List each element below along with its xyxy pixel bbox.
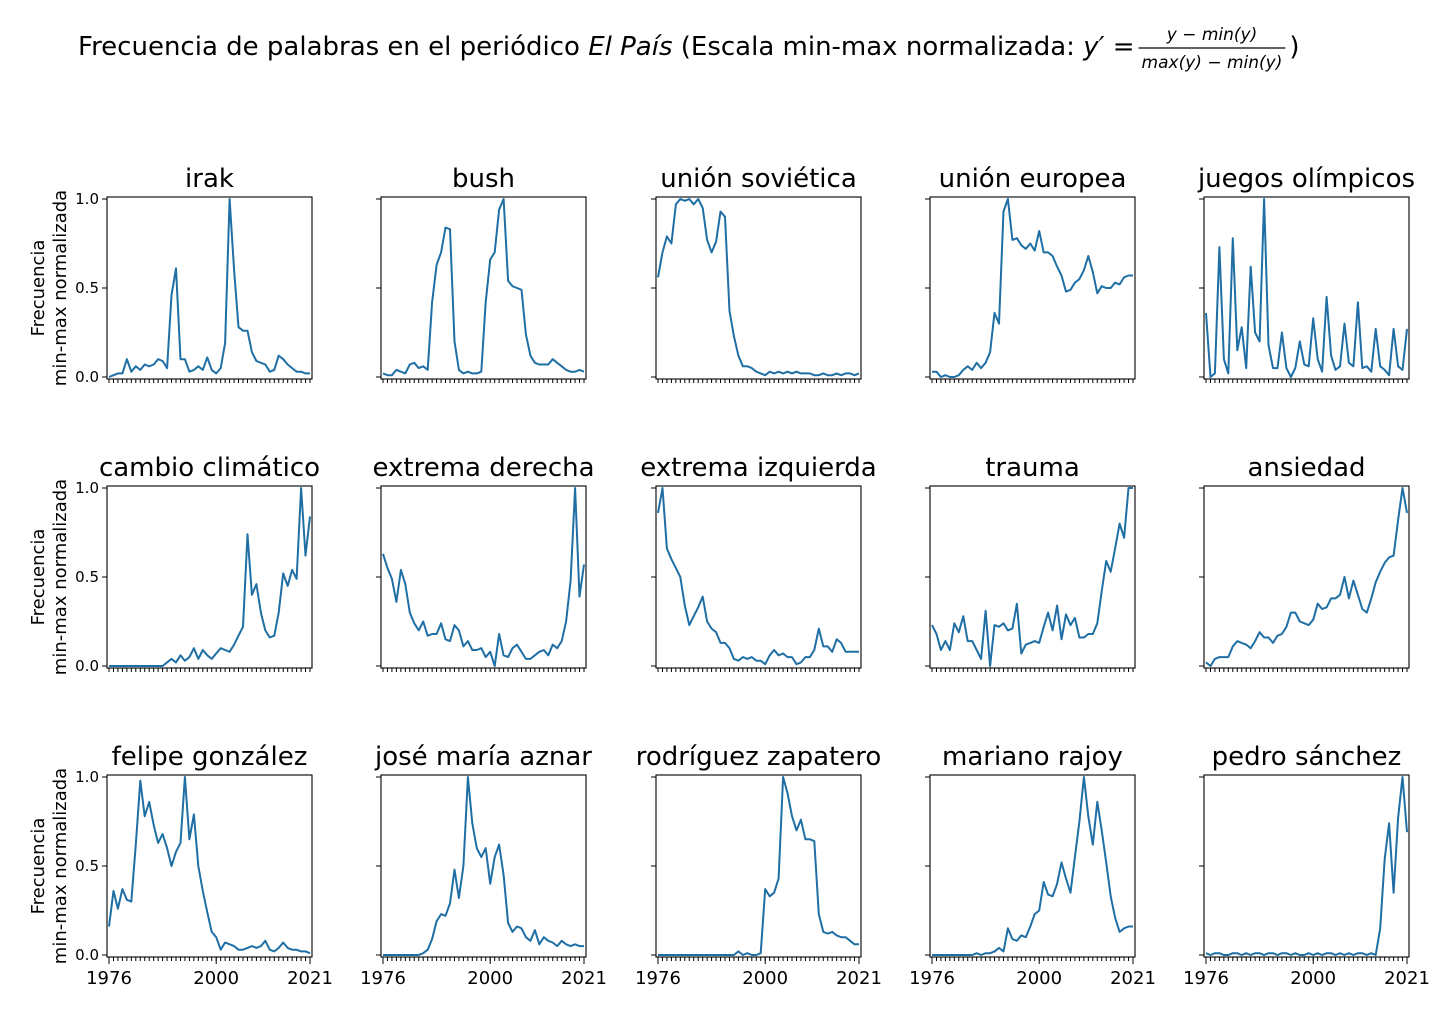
panel-11: felipe gonzález 0.0 0.5 1.0 1976 2000 2021 Frec… (28, 742, 333, 989)
series-line-irak (108, 198, 310, 378)
x-tick-label: 1976 (1183, 968, 1229, 989)
figure-title-text: Frecuencia de palabras en el periódico E… (78, 32, 1135, 62)
x-tick-label: 2000 (467, 968, 513, 989)
axes-frame (655, 774, 862, 958)
series-line-ansiedad (1205, 487, 1408, 667)
x-tick-label: 2000 (1290, 968, 1336, 989)
series-line-bush (382, 198, 585, 377)
panel-title: felipe gonzález (112, 742, 308, 772)
panel-12: josé maría aznar 1976 2000 2021 (360, 742, 607, 989)
series-line-felipe-gonzález (108, 776, 311, 955)
axes-frame (380, 485, 587, 669)
panel-8: extrema izquierda (640, 453, 877, 672)
panel-title: mariano rajoy (942, 742, 1123, 772)
axes-frame (380, 774, 587, 958)
panel-4: unión europea (925, 164, 1136, 383)
series-line-cambio-climático (109, 487, 311, 667)
series-line-mariano-rajoy (932, 776, 1133, 956)
panel-title: extrema derecha (372, 453, 594, 483)
x-tick-label: 2021 (836, 968, 882, 989)
formula-denominator: max(y) − min(y) (1142, 53, 1283, 73)
panel-title: trauma (985, 453, 1080, 483)
x-tick-label: 2000 (193, 968, 239, 989)
panel-title: unión europea (939, 164, 1127, 194)
x-tick-label: 2000 (1016, 968, 1062, 989)
axes-frame (1203, 774, 1410, 958)
figure-title: Frecuencia de palabras en el periódico E… (78, 25, 1300, 73)
y-tick-label: 0.0 (75, 657, 99, 675)
title-middle: (Escala min-max normalizada: (672, 32, 1083, 62)
series-line-juegos-olímpicos (1205, 198, 1408, 378)
axes-frame (106, 485, 313, 669)
series-line-unión-soviética (657, 198, 860, 377)
x-tick-label: 2021 (287, 968, 333, 989)
panel-13: rodríguez zapatero 1976 2000 2021 (635, 742, 882, 989)
x-tick-label: 1976 (909, 968, 955, 989)
panel-title: cambio climático (99, 453, 320, 483)
panel-14: mariano rajoy 1976 2000 2021 (909, 742, 1156, 989)
x-tick-label: 2000 (742, 968, 788, 989)
y-axis-label: Frecuenciamin-max normalizada (28, 479, 71, 675)
title-prefix: Frecuencia de palabras en el periódico (78, 32, 588, 62)
x-tick-label: 1976 (360, 968, 406, 989)
axes-frame (655, 485, 862, 669)
panel-6: cambio climático 0.0 0.5 1.0Frecuenciamin-m… (28, 453, 320, 675)
panel-title: juegos olímpicos (1197, 164, 1415, 194)
title-suffix: ) (1289, 32, 1299, 62)
x-tick-label: 1976 (86, 968, 132, 989)
panel-title: rodríguez zapatero (636, 742, 882, 772)
panel-5: juegos olímpicos (1197, 164, 1415, 383)
panel-title: pedro sánchez (1212, 742, 1402, 772)
panel-15: pedro sánchez 1976 2000 2021 (1183, 742, 1430, 989)
x-tick-label: 2021 (1384, 968, 1430, 989)
y-tick-label: 0.5 (75, 279, 99, 297)
y-tick-label: 0.0 (75, 946, 99, 964)
panel-2: bush (376, 164, 587, 383)
panel-title: extrema izquierda (640, 453, 877, 483)
axes-frame (106, 196, 313, 380)
axes-frame (106, 774, 313, 958)
y-axis-label: Frecuenciamin-max normalizada (28, 190, 71, 386)
series-line-rodríguez-zapatero (658, 776, 859, 956)
series-line-josé-maría-aznar (383, 776, 584, 956)
series-line-extrema-izquierda (657, 487, 859, 666)
y-tick-label: 0.0 (75, 368, 99, 386)
panel-title: ansiedad (1247, 453, 1365, 483)
panel-title: bush (452, 164, 515, 194)
panel-title: josé maría aznar (374, 742, 592, 772)
y-tick-label: 1.0 (75, 479, 99, 497)
panel-7: extrema derecha (372, 453, 595, 672)
x-tick-label: 2021 (1110, 968, 1156, 989)
panel-9: trauma (925, 453, 1136, 672)
title-italic: El País (588, 32, 672, 62)
series-line-unión-europea (932, 198, 1133, 378)
title-formula-lhs: y′ = (1082, 32, 1134, 62)
series-line-extrema-derecha (382, 487, 585, 667)
series-line-pedro-sánchez (1205, 776, 1408, 956)
x-tick-label: 2021 (561, 968, 607, 989)
y-tick-label: 1.0 (75, 768, 99, 786)
panel-3: unión soviética (651, 164, 862, 383)
y-axis-label: Frecuenciamin-max normalizada (28, 768, 71, 964)
panel-title: unión soviética (660, 164, 857, 194)
series-line-trauma (931, 487, 1133, 667)
formula-numerator: y − min(y) (1166, 25, 1258, 45)
axes-frame (655, 196, 862, 380)
axes-frame (929, 774, 1136, 958)
x-tick-label: 1976 (635, 968, 681, 989)
y-tick-label: 1.0 (75, 190, 99, 208)
y-tick-label: 0.5 (75, 857, 99, 875)
panel-title: irak (185, 164, 234, 194)
panel-10: ansiedad (1199, 453, 1410, 672)
y-tick-label: 0.5 (75, 568, 99, 586)
